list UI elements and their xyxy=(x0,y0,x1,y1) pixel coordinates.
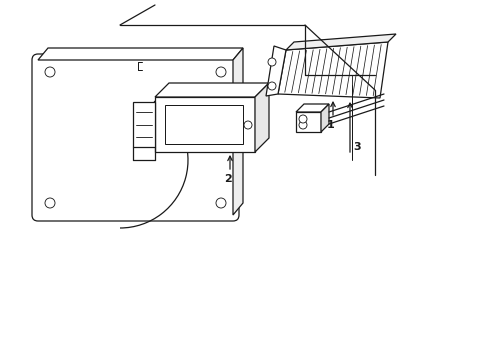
Bar xyxy=(172,59,196,76)
Circle shape xyxy=(299,121,307,129)
Polygon shape xyxy=(233,48,243,215)
Circle shape xyxy=(268,58,276,66)
Bar xyxy=(155,97,255,152)
Circle shape xyxy=(299,115,307,123)
Polygon shape xyxy=(296,104,329,112)
Polygon shape xyxy=(38,48,243,60)
Text: 1: 1 xyxy=(327,120,335,130)
Polygon shape xyxy=(266,46,286,96)
Circle shape xyxy=(216,67,226,77)
Bar xyxy=(168,55,200,80)
Bar xyxy=(165,105,243,144)
Text: 3: 3 xyxy=(353,142,361,152)
Bar xyxy=(296,112,321,132)
Circle shape xyxy=(216,198,226,208)
Bar xyxy=(145,60,161,72)
Text: 2: 2 xyxy=(224,174,232,184)
Circle shape xyxy=(268,82,276,90)
Bar xyxy=(142,57,164,75)
Circle shape xyxy=(244,121,252,129)
Circle shape xyxy=(45,67,55,77)
Circle shape xyxy=(45,198,55,208)
Polygon shape xyxy=(321,104,329,132)
Bar xyxy=(133,102,155,147)
Circle shape xyxy=(200,64,208,72)
Polygon shape xyxy=(255,83,269,152)
Polygon shape xyxy=(286,34,396,50)
Polygon shape xyxy=(155,83,269,97)
Polygon shape xyxy=(278,42,388,98)
FancyBboxPatch shape xyxy=(32,54,239,221)
